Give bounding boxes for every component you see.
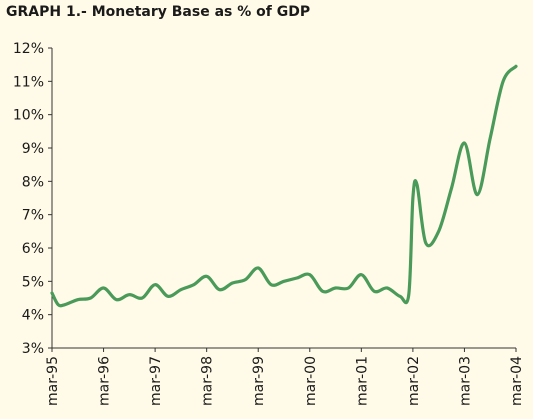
y-tick-label: 12% [13, 41, 44, 57]
x-tick-label: mar-03 [457, 356, 473, 406]
x-tick-label: mar-97 [148, 356, 164, 406]
x-tick-label: mar-96 [97, 356, 113, 406]
x-tick-label: mar-98 [200, 356, 216, 406]
chart-title: GRAPH 1.- Monetary Base as % of GDP [6, 4, 311, 20]
y-tick-label: 3% [22, 341, 44, 357]
x-tick-label: mar-95 [45, 356, 61, 406]
y-tick-label: 11% [13, 74, 44, 90]
y-tick-label: 4% [22, 308, 44, 324]
y-tick-label: 6% [22, 241, 44, 257]
y-tick-label: 10% [13, 108, 44, 124]
y-tick-label: 7% [22, 208, 44, 224]
y-tick-label: 9% [22, 141, 44, 157]
x-tick-label: mar-04 [509, 356, 525, 406]
x-tick-label: mar-01 [354, 356, 370, 406]
x-tick-label: mar-00 [303, 356, 319, 406]
y-tick-label: 5% [22, 274, 44, 290]
x-tick-label: mar-99 [251, 356, 267, 406]
x-tick-label: mar-02 [406, 356, 422, 406]
series-line [50, 64, 518, 308]
y-tick-label: 8% [22, 174, 44, 190]
